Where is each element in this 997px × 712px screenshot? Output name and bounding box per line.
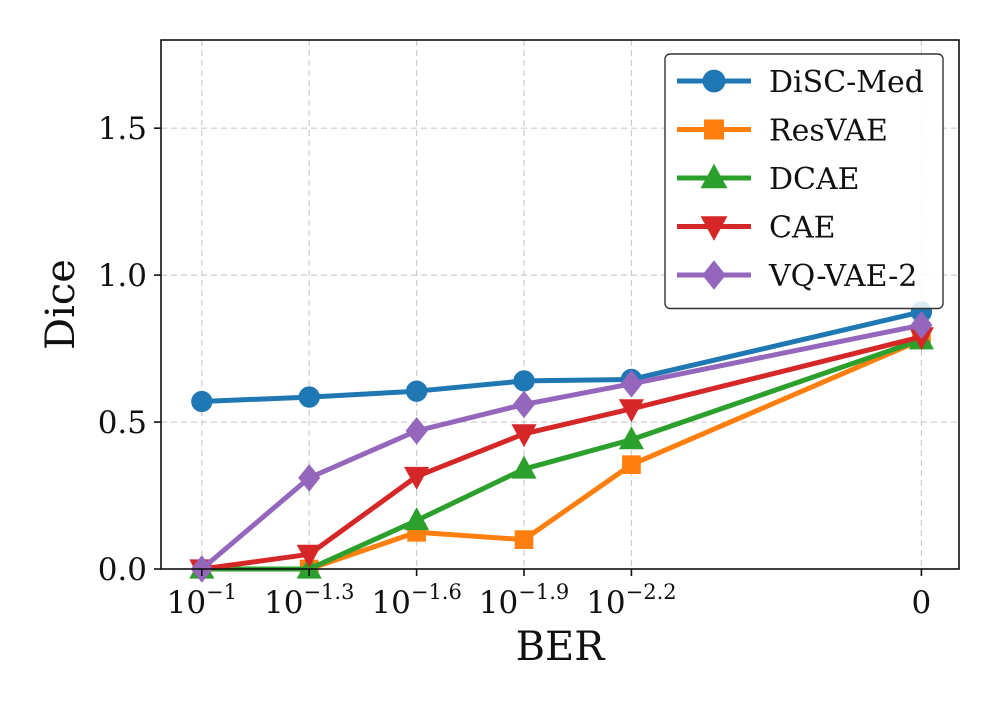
ticks-layer: 0.0 0.5 1.0 1.5 10−1 10−1.3 10−1.6 10−1.9 10−2.2… [98, 111, 932, 621]
x-tick-label: 0 [912, 585, 932, 621]
diamond-marker [512, 390, 536, 419]
triangle-up-marker [618, 426, 644, 450]
y-tick-label: 0.0 [98, 552, 147, 588]
triangle-up-marker [700, 163, 728, 189]
circle-marker [702, 69, 726, 93]
legend-item: ResVAE [677, 114, 888, 149]
square-marker [703, 119, 725, 140]
diamond-marker [620, 370, 643, 398]
series-line [201, 334, 923, 572]
circle-marker [405, 380, 428, 402]
y-tick-label: 1.0 [98, 258, 147, 294]
series-line [201, 309, 922, 404]
y-tick-label: 0.5 [98, 405, 147, 441]
series-layer [189, 301, 934, 583]
square-marker [514, 530, 534, 549]
triangle-down-marker [296, 544, 322, 568]
legend-item: CAE [677, 211, 836, 246]
triangle-up-marker [404, 507, 430, 531]
axes-frame [160, 39, 960, 570]
circle-marker [513, 370, 535, 392]
legend-item: DiSC-Med [677, 65, 924, 100]
triangle-down-marker [404, 466, 430, 490]
x-tick-label: 10−1.3 [264, 580, 354, 621]
triangle-down-marker [618, 399, 644, 423]
legend-label: ResVAE [769, 114, 888, 149]
triangle-up-marker [511, 455, 537, 479]
x-tick-label: 10−1.9 [479, 580, 569, 621]
legend-label: VQ-VAE-2 [768, 259, 917, 294]
circle-marker [298, 386, 320, 408]
diamond-marker [910, 311, 933, 339]
legend-item: DCAE [677, 162, 860, 197]
series-line [200, 322, 922, 571]
y-tick-label: 1.5 [98, 111, 147, 147]
diamond-marker [702, 260, 726, 290]
legend-item: VQ-VAE-2 [677, 259, 917, 294]
triangle-down-marker [700, 216, 728, 241]
circle-marker [191, 390, 213, 413]
legend-box [664, 53, 944, 310]
series-dcae [189, 326, 934, 579]
diamond-marker [298, 464, 321, 492]
y-axis-title: Dice [38, 259, 84, 350]
square-marker [622, 455, 641, 475]
x-tick-label: 10−2.2 [586, 580, 676, 621]
series-cae [189, 327, 934, 583]
diamond-marker [405, 417, 428, 445]
series-resvae [192, 330, 931, 579]
x-axis-title: BER [516, 624, 607, 670]
legend: DiSC-Med ResVAE DCAE CAE VQ-VAE-2 [664, 53, 944, 310]
x-tick-label: 10−1.6 [371, 580, 461, 621]
triangle-down-marker [511, 424, 537, 448]
x-tick-label: 10−1 [167, 580, 237, 621]
legend-label: DCAE [769, 162, 860, 197]
legend-label: CAE [769, 211, 836, 246]
legend-label: DiSC-Med [769, 65, 924, 100]
series-vq-vae-2 [190, 311, 933, 583]
